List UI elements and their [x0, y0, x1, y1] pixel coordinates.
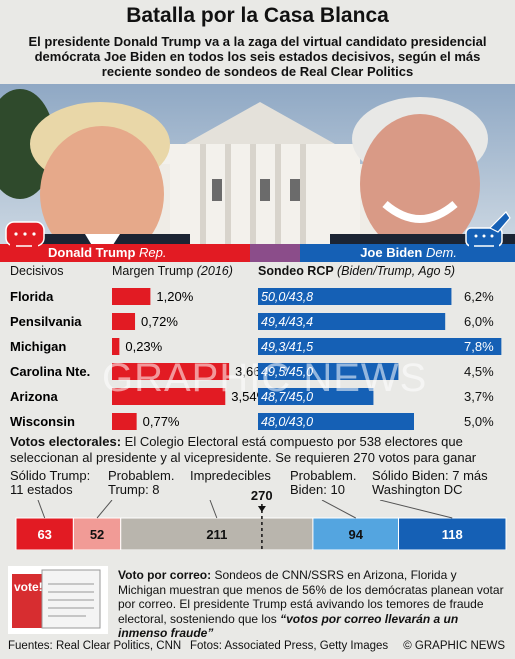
margin-value: 0,23%: [125, 339, 162, 354]
page-title: Batalla por la Casa Blanca: [126, 4, 389, 27]
biden-name-label: Joe Biden Dem.: [360, 245, 457, 260]
ev-connector: [209, 500, 218, 519]
swing-states-chart: Florida 1,20% 50,0/43,8 6,2% Pensilvania 0,72…: [10, 288, 502, 430]
footer-credit: © GRAPHIC NEWS: [403, 640, 505, 652]
poll-value: 48,7/45,0: [261, 390, 313, 404]
state-label: Wisconsin: [10, 414, 75, 429]
ev-category-label: Impredecibles: [190, 468, 271, 483]
poll-lead-value: 7,8%: [464, 339, 494, 354]
margin-bar: [112, 313, 136, 330]
threshold-label: 270: [250, 488, 273, 503]
header-poll: Sondeo RCP (Biden/Trump, Ago 5): [258, 264, 456, 278]
ev-category-label: Probablem. Trump: 8: [108, 468, 175, 497]
poll-value: 49,3/41,5: [261, 340, 313, 354]
margin-value: 1,20%: [156, 289, 193, 304]
footer-photos: Fotos: Associated Press, Getty Images: [190, 640, 389, 652]
ev-connector: [96, 500, 113, 519]
ev-value: 211: [206, 527, 227, 542]
state-label: Michigan: [10, 339, 66, 354]
poll-bar: [258, 288, 452, 305]
electoral-votes-bar: 63 52 211 94 118: [15, 500, 507, 550]
ev-category-label: Sólido Trump: 11 estados: [10, 468, 91, 497]
state-label: Arizona: [10, 389, 58, 404]
margin-bar: [112, 388, 226, 405]
ev-connector: [379, 500, 453, 519]
poll-lead-value: 6,2%: [464, 289, 494, 304]
margin-bar: [112, 363, 230, 380]
donkey-icon: [465, 211, 511, 258]
poll-bar: [258, 313, 446, 330]
poll-value: 48,0/43,0: [261, 415, 313, 429]
poll-lead-value: 5,0%: [464, 414, 494, 429]
poll-lead-value: 3,7%: [464, 389, 494, 404]
ev-segment: [398, 517, 507, 550]
poll-bar: [258, 338, 502, 355]
state-label: Pensilvania: [10, 314, 82, 329]
margin-bar: [112, 413, 137, 430]
page-subtitle: El presidente Donald Trump va a la zaga …: [28, 34, 487, 79]
margin-value: 0,77%: [143, 414, 180, 429]
footer-sources: Fuentes: Real Clear Politics, CNN: [8, 640, 182, 652]
header-margin: Margen Trump (2016): [112, 264, 233, 278]
ev-value: 63: [37, 527, 51, 542]
poll-bar: [258, 388, 374, 405]
state-label: Carolina Nte.: [10, 364, 90, 379]
ev-category-label: Sólido Biden: 7 más Washington DC: [372, 468, 488, 497]
ev-segment: [312, 517, 400, 550]
ev-value: 118: [442, 527, 463, 542]
photo-illustration: [0, 84, 515, 262]
ev-category-label: Probablem. Biden: 10: [290, 468, 357, 497]
poll-bar: [258, 413, 414, 430]
poll-value: 49,5/45,0: [261, 365, 313, 379]
poll-value: 50,0/43,8: [261, 290, 313, 304]
elephant-icon: [5, 221, 45, 258]
ev-connector: [321, 500, 356, 519]
ev-value: 52: [90, 527, 104, 542]
poll-bar: [258, 363, 399, 380]
poll-lead-value: 6,0%: [464, 314, 494, 329]
ev-segment: [120, 517, 314, 550]
trump-name-label: Donald Trump Rep.: [48, 245, 167, 260]
candidates-photo: [0, 84, 515, 262]
margin-value: 0,72%: [141, 314, 178, 329]
electoral-intro: Votos electorales: El Colegio Electoral …: [10, 434, 477, 465]
margin-bar: [112, 338, 120, 355]
mail-vote-text: Voto por correo: Sondeos de CNN/SSRS en …: [118, 568, 504, 640]
poll-lead-value: 4,5%: [464, 364, 494, 379]
header-states: Decisivos: [10, 264, 64, 278]
poll-value: 49,4/43,4: [261, 315, 313, 329]
mail-ballot-illustration: [8, 566, 108, 634]
envelope-text: vote!: [14, 580, 43, 594]
margin-bar: [112, 288, 151, 305]
threshold-marker: [257, 506, 266, 512]
state-label: Florida: [10, 289, 54, 304]
ev-segment: [72, 517, 122, 550]
ev-connector: [37, 500, 46, 519]
ev-value: 94: [348, 527, 363, 542]
